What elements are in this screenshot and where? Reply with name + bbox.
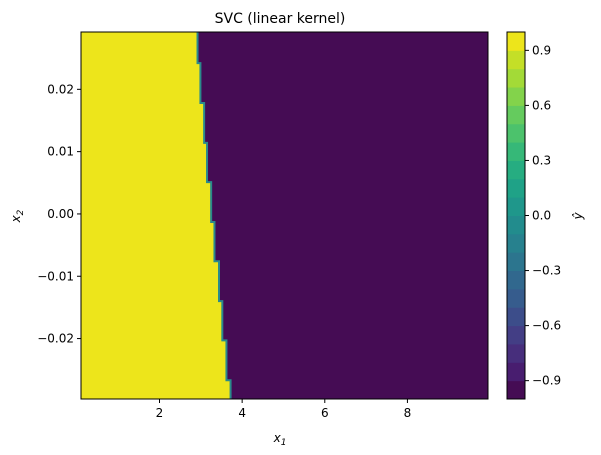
y-tick-label: −0.02 (37, 332, 74, 346)
colorbar-tick-label: 0.9 (532, 43, 551, 57)
colorbar-tick-label: 0.3 (532, 153, 551, 167)
colorbar-ticks: −0.9 −0.6 −0.3 0.0 0.3 0.6 0.9 (525, 43, 561, 388)
x-tick-label: 8 (404, 406, 412, 420)
colorbar-segment (507, 215, 525, 235)
colorbar-segment (507, 32, 525, 51)
plot-frame (80, 31, 489, 400)
y-axis-ticks: −0.02 −0.01 0.00 0.01 0.02 (37, 82, 81, 346)
x-tick-label: 6 (321, 406, 329, 420)
colorbar-segment (507, 142, 525, 161)
colorbar-segment (507, 362, 525, 382)
y-tick-label: 0.00 (47, 207, 74, 221)
colorbar-segment (507, 50, 525, 70)
colorbar-segment (507, 123, 525, 143)
x-tick-label: 4 (238, 406, 246, 420)
chart-title: SVC (linear kernel) (215, 11, 346, 27)
y-tick-label: 0.01 (47, 145, 74, 159)
colorbar-label: ŷ (571, 212, 585, 221)
colorbar-tick-label: 0.6 (532, 98, 551, 112)
colorbar-tick-label: −0.9 (532, 374, 561, 388)
colorbar-tick-label: −0.3 (532, 264, 561, 278)
colorbar-segment (507, 68, 525, 88)
colorbar-segment (507, 288, 525, 308)
y-tick-label: −0.01 (37, 269, 74, 283)
colorbar-segment (507, 178, 525, 198)
colorbar-segment (507, 307, 525, 327)
colorbar-segment (507, 270, 525, 290)
colorbar-segment (507, 105, 525, 125)
colorbar-tick-label: 0.0 (532, 209, 551, 223)
colorbar (507, 32, 525, 400)
colorbar-segment (507, 87, 525, 106)
colorbar-segment (507, 343, 525, 363)
colorbar-segment (507, 380, 525, 400)
x-tick-label: 2 (156, 406, 164, 420)
region-positive-class (81, 32, 231, 399)
colorbar-segment (507, 233, 525, 253)
y-axis-label: x2 (9, 209, 26, 223)
colorbar-segment (507, 252, 525, 272)
plot-area (81, 32, 488, 399)
decision-boundary (196, 32, 232, 399)
colorbar-tick-label: −0.6 (532, 319, 561, 333)
colorbar-segment (507, 325, 525, 345)
y-tick-label: 0.02 (47, 82, 74, 96)
colorbar-segment (507, 160, 525, 180)
x-axis-ticks: 2 4 6 8 (156, 399, 412, 420)
colorbar-segment (507, 197, 525, 216)
x-axis-label: x1 (273, 431, 287, 448)
